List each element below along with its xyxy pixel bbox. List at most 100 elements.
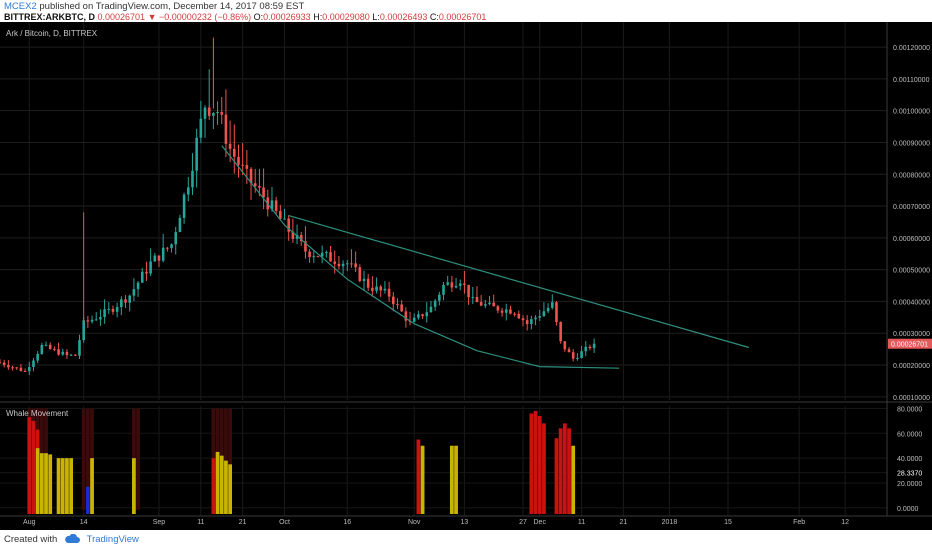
price-axis-label: 0.00080000 — [893, 172, 930, 179]
time-axis-label: 13 — [461, 519, 469, 526]
publish-info: published on TradingView.com, December 1… — [39, 1, 305, 12]
candle-body — [350, 263, 353, 265]
whale-bar-red — [529, 413, 534, 514]
candle-body — [124, 299, 127, 303]
candle-body — [203, 107, 207, 119]
candle-body — [170, 244, 173, 249]
candle-body — [555, 302, 558, 323]
symbol-line: BITTREX:ARKBTC, D 0.00026701 ▼ −0.000002… — [4, 12, 486, 22]
candle-body — [86, 320, 90, 322]
candle-body — [550, 302, 554, 308]
time-axis-label: 21 — [239, 519, 247, 526]
price-axis-label: 0.00100000 — [893, 109, 930, 116]
candle-body — [337, 263, 341, 267]
whale-bar-yellow — [449, 445, 454, 514]
candle-body — [69, 354, 73, 356]
whale-bar-blue — [85, 486, 90, 514]
candle-body — [308, 251, 311, 257]
whale-bar-yellow — [132, 458, 136, 514]
low-value: 0.00026493 — [379, 12, 428, 22]
candle-body — [174, 232, 178, 245]
candle-body — [19, 367, 23, 371]
whale-bar-red — [558, 428, 563, 514]
chart-svg[interactable]: Ark / Bitcoin, D, BITTREX 0.00010000 0.000… — [0, 22, 932, 530]
candle-body — [228, 143, 232, 149]
candle-body — [157, 255, 161, 261]
candle-body — [592, 343, 596, 349]
candle-body — [366, 278, 370, 288]
candle-body — [584, 346, 588, 352]
candle-body — [588, 346, 592, 349]
whale-bar-yellow — [44, 453, 48, 514]
whale-bar-yellow — [48, 454, 53, 514]
candle-body — [53, 348, 56, 350]
candle-body — [475, 297, 479, 303]
whale-bar-yellow — [39, 453, 44, 514]
time-axis-label: 12 — [841, 519, 849, 526]
candle-body — [412, 317, 416, 322]
candle-body — [191, 170, 194, 188]
candle-body — [358, 267, 362, 282]
time-axis-label: 2018 — [662, 519, 678, 526]
whale-bar-red — [211, 458, 216, 514]
whale-background-bar — [224, 408, 228, 510]
whale-bar-yellow — [571, 445, 576, 514]
candle-body — [484, 304, 487, 306]
candle-body — [82, 320, 85, 341]
open-label: O: — [253, 12, 264, 22]
low-label: L: — [372, 12, 380, 22]
candle-body — [391, 296, 395, 305]
symbol-name: BITTREX:ARKBTC, D — [4, 12, 95, 22]
candle-body — [2, 362, 6, 366]
candle-body — [11, 367, 14, 369]
whale-bar-red — [567, 428, 571, 514]
candle-body — [78, 340, 81, 356]
candle-body — [467, 284, 470, 298]
last-price: 0.00026701 — [97, 12, 146, 22]
candle-body — [274, 200, 278, 212]
candle-body — [279, 211, 282, 219]
candle-body — [421, 314, 424, 317]
open-value: 0.00026933 — [263, 12, 311, 22]
candle-body — [136, 282, 140, 290]
price-axis-label: 0.00010000 — [893, 395, 930, 402]
candle-body — [149, 261, 152, 274]
candle-body — [375, 286, 378, 291]
whale-background-bar — [228, 408, 233, 510]
candle-body — [132, 289, 136, 296]
candle-body — [199, 118, 203, 138]
chart-area[interactable]: Ark / Bitcoin, D, BITTREX 0.00010000 0.000… — [0, 22, 932, 530]
time-axis-label: Dec — [534, 519, 547, 526]
whale-bar-red — [27, 417, 32, 514]
down-arrow-icon: ▼ — [147, 12, 157, 22]
candle-body — [295, 235, 299, 239]
candle-body — [220, 112, 224, 115]
whale-bar-red — [533, 410, 538, 514]
candle-body — [417, 314, 420, 318]
whale-axis-label: 60.0000 — [897, 431, 922, 438]
time-axis-label: 11 — [578, 519, 585, 526]
candle-body — [530, 319, 533, 324]
candle-body — [44, 344, 48, 346]
trendline-rounded-bottom-arc — [221, 145, 620, 369]
candle-body — [500, 310, 504, 313]
whale-bar-red — [31, 420, 36, 514]
whale-bar-yellow — [224, 460, 228, 514]
footer: Created with TradingView — [0, 530, 932, 550]
tradingview-brand[interactable]: TradingView — [86, 534, 139, 545]
candle-body — [287, 218, 290, 232]
created-with-label: Created with — [4, 534, 58, 545]
candle-body — [241, 164, 244, 166]
candle-body — [207, 107, 211, 116]
candle-body — [571, 352, 575, 359]
candle-body — [128, 295, 131, 303]
candle-body — [216, 112, 219, 114]
author-link[interactable]: MCEX2 — [4, 1, 37, 12]
time-axis-label: 16 — [343, 519, 351, 526]
candle-body — [333, 261, 337, 264]
whale-background-bar — [85, 408, 90, 510]
candle-body — [291, 231, 295, 239]
candle-body — [145, 271, 148, 274]
candle-body — [387, 288, 391, 297]
whale-bar-yellow — [60, 458, 65, 514]
